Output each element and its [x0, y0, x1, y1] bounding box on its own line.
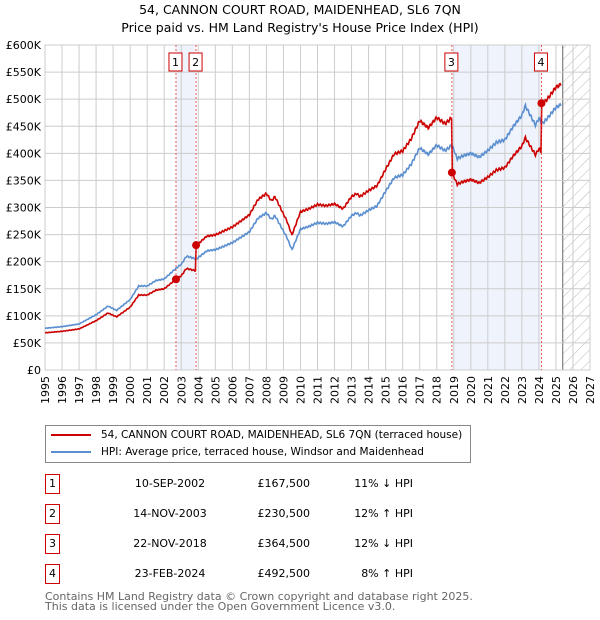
sale-point — [192, 241, 201, 250]
x-tick-label: 2019 — [448, 376, 461, 404]
sale-price: £167,500 — [257, 477, 311, 490]
sale-label: 1 — [172, 56, 179, 69]
x-tick-label: 2004 — [192, 376, 205, 404]
x-tick-label: 2023 — [516, 376, 529, 404]
sale-date: 10-SEP-2002 — [134, 477, 206, 490]
y-tick-label: £150K — [6, 283, 42, 296]
x-tick-label: 2020 — [465, 376, 478, 404]
x-tick-label: 1995 — [39, 376, 52, 404]
legend-hpi-label: HPI: Average price, terraced house, Wind… — [101, 446, 424, 458]
x-tick-label: 2015 — [380, 376, 393, 404]
x-tick-label: 2021 — [482, 376, 495, 404]
x-tick-label: 2024 — [533, 376, 546, 404]
sale-row: 3 22-NOV-2018 £364,500 12% ↓ HPI — [45, 534, 465, 554]
sale-label-box — [533, 52, 548, 72]
property-price-line — [44, 82, 562, 334]
x-tick-label: 1999 — [107, 376, 120, 404]
sale-row: 4 23-FEB-2024 £492,500 8% ↑ HPI — [45, 564, 465, 584]
x-tick-label: 2002 — [158, 376, 171, 404]
legend: 54, CANNON COURT ROAD, MAIDENHEAD, SL6 7… — [45, 425, 471, 463]
x-tick-label: 2000 — [124, 376, 137, 404]
x-tick-label: 2008 — [260, 376, 273, 404]
y-tick-label: £400K — [6, 147, 42, 160]
x-tick-label: 1998 — [90, 376, 103, 404]
footer-copyright: Contains HM Land Registry data © Crown c… — [45, 590, 473, 603]
x-tick-label: 2009 — [277, 376, 290, 404]
hpi-line — [44, 101, 562, 330]
y-tick-label: £550K — [6, 66, 42, 79]
legend-property-label: 54, CANNON COURT ROAD, MAIDENHEAD, SL6 7… — [101, 429, 463, 441]
y-tick-label: £450K — [6, 120, 42, 133]
x-tick-label: 2012 — [329, 376, 342, 404]
sale-point — [537, 99, 546, 108]
x-tick-label: 2011 — [312, 376, 325, 404]
sale-hpi-diff: 11% ↓ HPI — [354, 477, 413, 490]
sale-date: 14-NOV-2003 — [133, 507, 207, 520]
y-tick-label: £100K — [6, 310, 42, 323]
sale-label-box — [444, 52, 459, 72]
x-tick-label: 2016 — [397, 376, 410, 404]
sale-date: 23-FEB-2024 — [134, 567, 206, 580]
y-tick-label: £500K — [6, 93, 42, 106]
y-tick-label: £50K — [13, 337, 42, 350]
sale-hpi-diff: 8% ↑ HPI — [361, 567, 413, 580]
sale-date: 22-NOV-2018 — [133, 537, 207, 550]
x-tick-label: 2005 — [209, 376, 222, 404]
x-tick-label: 2006 — [226, 376, 239, 404]
y-tick-label: £350K — [6, 174, 42, 187]
chart-title: 54, CANNON COURT ROAD, MAIDENHEAD, SL6 7… — [139, 2, 461, 17]
y-tick-label: £200K — [6, 256, 42, 269]
x-tick-label: 2007 — [243, 376, 256, 404]
chart-subtitle: Price paid vs. HM Land Registry's House … — [121, 20, 479, 35]
y-tick-label: £600K — [6, 39, 42, 52]
x-tick-label: 2010 — [294, 376, 307, 404]
y-tick-label: £300K — [6, 202, 42, 215]
sale-point — [171, 275, 180, 284]
x-tick-label: 2022 — [499, 376, 512, 404]
x-tick-label: 2025 — [550, 376, 563, 404]
x-tick-label: 2013 — [346, 376, 359, 404]
x-tick-label: 2018 — [431, 376, 444, 404]
sale-number: 3 — [45, 534, 60, 554]
x-tick-label: 2027 — [584, 376, 597, 404]
sale-price: £230,500 — [257, 507, 311, 520]
x-tick-label: 1996 — [56, 376, 69, 404]
sale-number: 2 — [45, 504, 60, 524]
sale-row: 1 10-SEP-2002 £167,500 11% ↓ HPI — [45, 474, 465, 494]
y-tick-label: £250K — [6, 229, 42, 242]
x-tick-label: 2017 — [414, 376, 427, 404]
x-tick-label: 2001 — [141, 376, 154, 404]
footer-licence: This data is licensed under the Open Gov… — [45, 600, 396, 613]
x-tick-label: 2026 — [567, 376, 580, 404]
sale-number: 4 — [45, 564, 60, 584]
sale-point — [447, 168, 456, 177]
price-chart: 1995 1996 1997 1998 1999 2000 2001 2002 2003 2004… — [6, 39, 597, 404]
sale-label: 4 — [537, 56, 544, 69]
x-tick-label: 2003 — [175, 376, 188, 404]
sale-price: £492,500 — [257, 567, 311, 580]
legend-property-swatch — [51, 434, 91, 436]
x-tick-label: 1997 — [73, 376, 86, 404]
sale-label-box — [168, 52, 183, 72]
sale-label: 3 — [448, 56, 455, 69]
sale-label: 2 — [192, 56, 199, 69]
x-tick-label: 2014 — [363, 376, 376, 404]
legend-hpi-swatch — [51, 451, 91, 453]
sale-number: 1 — [45, 474, 60, 494]
sale-price: £364,500 — [257, 537, 311, 550]
sale-hpi-diff: 12% ↑ HPI — [354, 507, 413, 520]
plot-frame — [44, 44, 591, 371]
y-tick-label: £0 — [27, 364, 41, 377]
sale-hpi-diff: 12% ↓ HPI — [354, 537, 413, 550]
sale-label-box — [188, 52, 203, 72]
sale-row: 2 14-NOV-2003 £230,500 12% ↑ HPI — [45, 504, 465, 524]
